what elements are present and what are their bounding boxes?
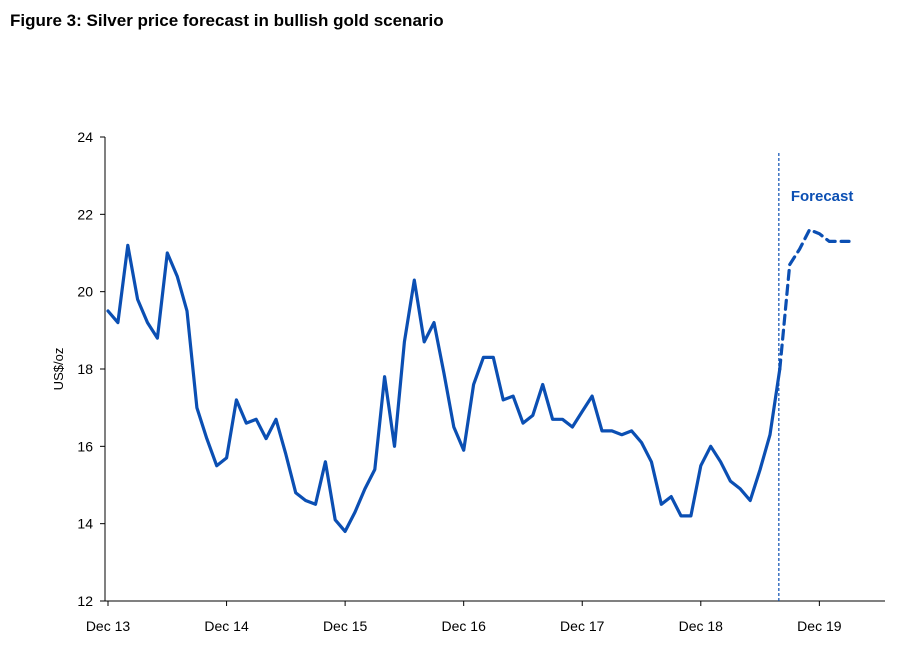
x-tick-label: Dec 14 [204,618,249,634]
chart-axes: 12 14 16 18 20 22 24 US$/oz Dec 13 Dec 14 Dec 15 De… [51,129,885,634]
y-tick-label: 20 [77,284,93,300]
x-tick-label: Dec 17 [560,618,605,634]
y-tick-label: 18 [77,361,93,377]
y-tick-label: 22 [77,206,93,222]
y-tick-label: 14 [77,516,93,532]
x-tick-label: Dec 13 [86,618,131,634]
x-tick-label: Dec 18 [679,618,724,634]
y-axis-title: US$/oz [51,348,66,391]
x-tick-label: Dec 19 [797,618,842,634]
x-tick-label: Dec 15 [323,618,368,634]
y-tick-label: 12 [77,593,93,609]
forecast-label: Forecast [791,188,854,205]
forecast-series-line [778,228,851,371]
y-tick-label: 16 [77,438,93,454]
chart-annotations: Forecast [778,153,854,601]
actual-series-line [106,243,782,534]
x-tick-label: Dec 16 [442,618,487,634]
y-tick-label: 24 [77,129,93,145]
chart-lines [106,228,851,534]
figure-title: Figure 3: Silver price forecast in bulli… [10,11,444,30]
